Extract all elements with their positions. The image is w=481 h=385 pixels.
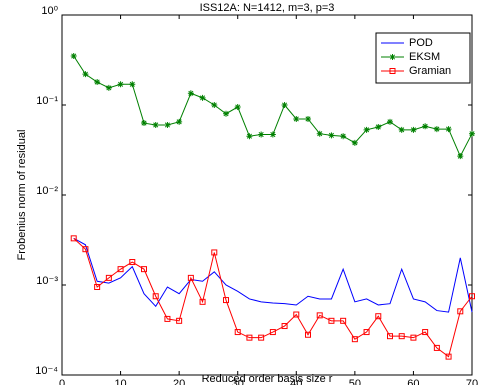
marker — [433, 126, 440, 133]
y-tick-label: 10⁻² — [36, 185, 58, 197]
marker — [117, 81, 124, 88]
marker — [223, 297, 229, 304]
marker — [445, 126, 452, 133]
x-tick-label: 60 — [407, 378, 419, 385]
y-tick-label: 10⁻¹ — [36, 95, 58, 107]
series-line — [73, 237, 473, 313]
marker — [246, 133, 253, 140]
marker — [316, 312, 323, 319]
y-tick-label: 10⁰ — [41, 5, 58, 17]
marker — [105, 274, 112, 281]
legend-box — [375, 32, 471, 84]
marker — [422, 329, 429, 336]
marker — [293, 115, 300, 122]
marker — [211, 249, 218, 256]
marker — [246, 334, 253, 341]
marker — [328, 317, 335, 324]
legend-label: POD — [409, 37, 433, 49]
marker — [340, 317, 347, 324]
legend-marker — [389, 54, 396, 60]
marker — [305, 331, 311, 338]
marker — [234, 104, 241, 111]
marker — [199, 94, 206, 101]
marker — [433, 344, 440, 351]
marker — [457, 153, 464, 160]
marker — [129, 81, 136, 88]
marker — [164, 315, 171, 322]
x-tick-label: 40 — [290, 378, 302, 385]
x-tick-label: 30 — [232, 378, 244, 385]
marker — [82, 71, 89, 78]
marker — [469, 293, 475, 300]
marker — [375, 123, 382, 130]
marker — [176, 118, 183, 125]
marker — [258, 334, 265, 341]
marker — [387, 333, 393, 340]
marker — [269, 131, 276, 138]
marker — [410, 126, 417, 133]
marker — [363, 126, 370, 133]
marker — [281, 102, 288, 108]
marker — [117, 266, 124, 273]
marker — [70, 235, 77, 242]
x-axis-label: Reduced order basis size r — [202, 373, 333, 385]
x-tick-label: 50 — [349, 378, 361, 385]
marker — [152, 121, 159, 128]
legend-label: Gramian — [409, 65, 451, 77]
marker — [445, 353, 452, 360]
marker — [457, 308, 464, 315]
marker — [70, 53, 77, 60]
y-tick-label: 10⁻⁴ — [35, 365, 58, 377]
chart-title: ISS12A: N=1412, m=3, p=3 — [200, 2, 335, 14]
marker — [305, 115, 311, 122]
marker — [293, 311, 300, 318]
legend-marker — [389, 68, 396, 74]
marker — [351, 336, 358, 343]
marker — [398, 333, 405, 340]
marker — [152, 293, 159, 300]
legend-label: EKSM — [409, 51, 440, 63]
marker — [164, 121, 171, 128]
y-axis-label: Frobenius norm of residual — [16, 130, 28, 261]
marker — [363, 329, 370, 336]
marker — [129, 259, 136, 266]
marker — [387, 118, 393, 125]
marker — [316, 130, 323, 137]
marker — [141, 266, 147, 273]
marker — [398, 126, 405, 133]
marker — [281, 323, 288, 330]
marker — [141, 120, 147, 127]
marker — [94, 79, 101, 86]
marker — [187, 90, 194, 97]
marker — [211, 102, 218, 108]
marker — [469, 130, 475, 137]
marker — [223, 110, 229, 117]
marker — [176, 317, 183, 324]
x-tick-label: 0 — [59, 378, 65, 385]
marker — [199, 298, 206, 305]
marker — [269, 329, 276, 336]
marker — [422, 123, 429, 130]
marker — [340, 133, 347, 140]
marker — [351, 139, 358, 146]
marker — [375, 313, 382, 320]
x-tick-label: 70 — [466, 378, 478, 385]
marker — [187, 274, 194, 281]
y-tick-label: 10⁻³ — [36, 275, 58, 287]
marker — [105, 84, 112, 91]
series-line — [73, 237, 473, 358]
marker — [234, 329, 241, 336]
marker — [410, 334, 417, 341]
marker — [94, 284, 101, 291]
x-tick-label: 20 — [173, 378, 185, 385]
x-tick-label: 10 — [114, 378, 126, 385]
marker — [82, 246, 89, 253]
marker — [328, 132, 335, 139]
marker — [258, 131, 265, 138]
